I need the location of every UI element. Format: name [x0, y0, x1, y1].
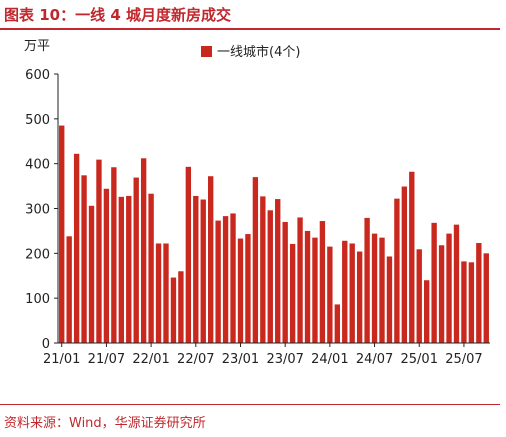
bar	[148, 193, 154, 343]
bar	[468, 262, 475, 343]
bar	[73, 153, 80, 343]
bar	[446, 233, 452, 343]
x-tick-label: 22/07	[177, 352, 214, 367]
bar	[96, 159, 102, 343]
bar	[304, 230, 311, 343]
bar	[245, 234, 251, 343]
source-note: 资料来源：Wind，华源证券研究所	[4, 416, 206, 431]
bar	[267, 210, 273, 343]
bar	[334, 304, 340, 343]
bar	[178, 271, 184, 343]
bar	[438, 245, 445, 343]
bar	[364, 217, 370, 343]
y-tick-label: 600	[25, 68, 50, 83]
bars	[59, 125, 489, 343]
x-tick-label: 24/01	[311, 352, 348, 367]
bar	[140, 158, 147, 343]
bar	[59, 125, 65, 343]
x-axis: 21/01 21/07 22/01 22/07 23/01 23/07 24/01 24/07…	[43, 342, 490, 367]
bar	[193, 195, 199, 343]
legend-label: 一线城市(4个)	[217, 44, 300, 60]
bar	[431, 222, 437, 343]
y-tick-label: 200	[25, 247, 50, 262]
bar	[289, 243, 296, 343]
bar	[394, 198, 400, 343]
x-tick-label: 21/01	[43, 352, 80, 367]
legend: 一线城市(4个)	[201, 44, 300, 60]
bar	[401, 186, 408, 343]
legend-swatch	[201, 46, 212, 57]
title-divider	[0, 28, 500, 30]
bar	[66, 236, 72, 343]
bar	[312, 237, 318, 343]
y-tick-label: 100	[25, 292, 50, 307]
x-tick-label: 24/07	[356, 352, 393, 367]
x-tick-label: 25/07	[445, 352, 482, 367]
y-tick-label: 0	[42, 337, 50, 352]
bar	[483, 253, 489, 343]
bar	[476, 243, 482, 343]
y-axis-unit: 万平	[24, 39, 50, 54]
x-tick-label: 25/01	[401, 352, 438, 367]
bar	[88, 205, 95, 343]
bar	[297, 217, 303, 343]
bar	[118, 196, 124, 343]
figure-title: 图表 10：一线 4 城月度新房成交	[4, 6, 231, 24]
bar	[103, 188, 110, 343]
bar	[371, 233, 378, 343]
bar	[461, 261, 467, 343]
bar	[349, 243, 355, 343]
bar	[424, 280, 430, 343]
bar	[416, 249, 422, 343]
bar	[163, 243, 169, 343]
bar	[222, 216, 229, 343]
bar	[230, 213, 236, 343]
bar	[379, 237, 385, 343]
bar	[453, 224, 460, 343]
bar	[252, 177, 259, 343]
bar	[386, 256, 393, 343]
y-tick-label: 400	[25, 158, 50, 173]
bar	[133, 177, 139, 343]
y-axis: 0 100 200 300 400 500 600	[25, 68, 59, 352]
bar	[111, 167, 117, 343]
x-tick-label: 22/01	[132, 352, 169, 367]
bar	[215, 220, 221, 343]
bar	[81, 175, 87, 343]
footer-divider	[0, 404, 500, 405]
x-tick-label: 21/07	[88, 352, 125, 367]
bar	[170, 277, 177, 343]
bar	[126, 195, 132, 343]
bar	[260, 196, 266, 343]
bar	[275, 199, 281, 343]
bar	[237, 238, 244, 343]
y-tick-label: 500	[25, 113, 50, 128]
bar	[282, 221, 288, 343]
x-tick-label: 23/01	[222, 352, 259, 367]
bar	[155, 243, 162, 343]
bar	[319, 221, 326, 343]
bar	[342, 240, 348, 343]
bar	[185, 166, 192, 343]
bar	[356, 251, 363, 343]
x-tick-label: 23/07	[266, 352, 303, 367]
y-tick-label: 300	[25, 203, 50, 218]
bar	[327, 246, 333, 343]
bar	[208, 176, 214, 343]
bar	[200, 199, 206, 343]
bar	[409, 171, 415, 343]
